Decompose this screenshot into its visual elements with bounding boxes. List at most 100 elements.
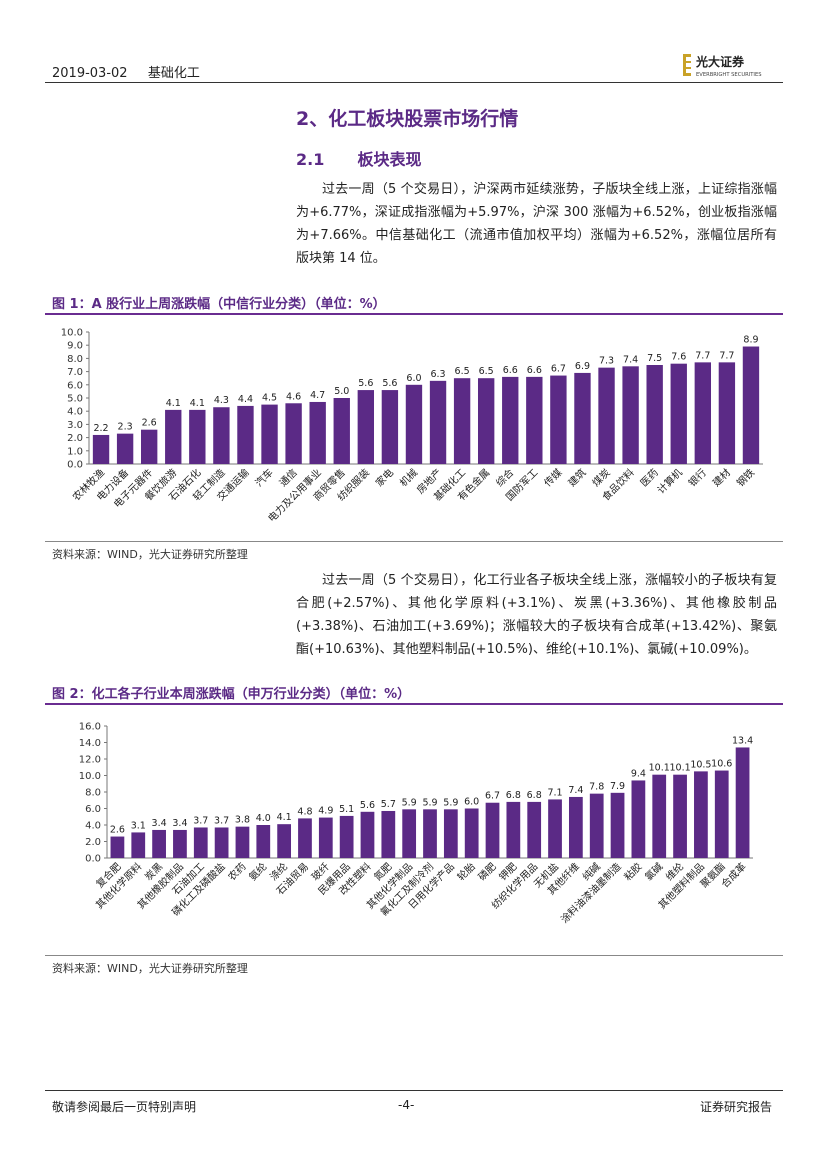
bar-value-label: 6.3 [430, 369, 445, 380]
bar-value-label: 2.6 [142, 418, 157, 429]
logo-text: 光大证券 [695, 54, 745, 69]
bar-27 [652, 775, 666, 858]
bar-14 [406, 385, 422, 464]
bar-value-label: 4.1 [277, 812, 292, 823]
bar-value-label: 5.6 [358, 378, 373, 389]
bar-value-label: 6.7 [551, 364, 566, 375]
company-logo: 光大证券 EVERBRIGHT SECURITIES [683, 51, 783, 79]
bar-29 [694, 771, 708, 858]
bar-value-label: 5.6 [360, 800, 375, 811]
logo-subtext: EVERBRIGHT SECURITIES [696, 72, 762, 78]
bar-17 [478, 378, 494, 464]
category-label: 汽车 [252, 466, 275, 489]
category-label: 建筑 [565, 466, 588, 489]
y-tick-label: 6.0 [85, 804, 101, 815]
bar-18 [465, 809, 479, 859]
figure1-bar-chart: 0.01.02.03.04.05.06.07.08.09.010.02.2农林牧… [45, 318, 783, 540]
y-tick-label: 5.0 [67, 394, 83, 405]
figure1-bottom-rule [45, 541, 783, 542]
bar-4 [173, 830, 187, 858]
figure2-title: 图 2：化工各子行业本周涨跌幅（申万行业分类）（单位：%） [52, 683, 410, 702]
subsection-title: 2.1 板块表现 [296, 146, 422, 170]
bar-value-label: 2.6 [110, 825, 125, 836]
subsection-number: 2.1 [296, 150, 324, 169]
category-label: 氨纶 [246, 860, 269, 883]
bar-value-label: 7.1 [547, 787, 562, 798]
y-tick-label: 2.0 [85, 837, 101, 848]
bar-17 [444, 809, 458, 858]
bar-value-label: 4.1 [166, 398, 181, 409]
y-tick-label: 2.0 [67, 433, 83, 444]
bar-7 [237, 406, 253, 464]
figure2-bottom-rule [45, 955, 783, 956]
bar-value-label: 4.3 [214, 395, 229, 406]
bar-12 [340, 816, 354, 858]
figure1-source: 资料来源：WIND，光大证券研究所整理 [52, 546, 248, 562]
footer-disclaimer: 敬请参阅最后一页特别声明 [52, 1098, 196, 1115]
bar-value-label: 6.8 [506, 790, 521, 801]
bar-11 [319, 818, 333, 858]
bar-value-label: 7.6 [671, 352, 686, 363]
bar-30 [715, 771, 729, 858]
bar-value-label: 6.7 [485, 791, 500, 802]
figure1-title: 图 1：A 股行业上周涨跌幅（中信行业分类）（单位：%） [52, 293, 386, 312]
bar-14 [381, 811, 395, 858]
category-label: 计算机 [654, 466, 684, 496]
bar-23 [622, 366, 638, 464]
bar-value-label: 6.0 [464, 797, 479, 808]
bar-value-label: 13.4 [732, 735, 753, 746]
figure1-top-rule [45, 313, 783, 315]
bar-11 [334, 398, 350, 464]
category-label: 氯碱 [642, 860, 665, 883]
header-sector: 基础化工 [148, 66, 200, 81]
bar-4 [165, 410, 181, 464]
bar-value-label: 7.4 [568, 785, 583, 796]
bar-25 [671, 364, 687, 464]
header-date-sector: 2019-03-02 基础化工 [52, 62, 200, 81]
bar-value-label: 7.3 [599, 356, 614, 367]
bar-value-label: 3.1 [131, 820, 146, 831]
bar-value-label: 5.6 [382, 378, 397, 389]
bar-value-label: 4.9 [318, 806, 333, 817]
bar-28 [673, 775, 687, 858]
bar-24 [646, 365, 662, 464]
bar-26 [695, 362, 711, 464]
bar-value-label: 5.9 [402, 797, 417, 808]
bar-13 [361, 812, 375, 858]
bar-value-label: 7.7 [719, 350, 734, 361]
bar-value-label: 7.5 [647, 353, 662, 364]
bar-5 [194, 827, 208, 858]
bar-6 [215, 827, 229, 858]
bar-2 [117, 434, 133, 464]
bar-value-label: 4.5 [262, 393, 277, 404]
category-label: 银行 [686, 466, 709, 489]
bar-15 [430, 381, 446, 464]
bar-value-label: 9.4 [631, 768, 646, 779]
bar-value-label: 7.4 [623, 354, 638, 365]
bar-23 [569, 797, 583, 858]
y-tick-label: 16.0 [79, 722, 101, 733]
bar-3 [152, 830, 166, 858]
category-label: 钢铁 [734, 466, 757, 489]
bar-8 [261, 405, 277, 464]
bar-value-label: 10.5 [690, 759, 711, 770]
bar-value-label: 7.7 [695, 350, 710, 361]
y-tick-label: 4.0 [85, 821, 101, 832]
bar-22 [548, 799, 562, 858]
figure2-bar-chart: 0.02.04.06.08.010.012.014.016.02.6复合肥3.1… [45, 708, 783, 954]
bar-value-label: 4.7 [310, 390, 325, 401]
bar-value-label: 3.8 [235, 815, 250, 826]
section-title: 2、化工板块股票市场行情 [296, 104, 518, 131]
bar-value-label: 3.4 [172, 818, 187, 829]
bar-value-label: 3.4 [152, 818, 167, 829]
bar-8 [256, 825, 270, 858]
bar-5 [189, 410, 205, 464]
bar-1 [111, 837, 125, 858]
bar-19 [526, 377, 542, 464]
bar-value-label: 6.0 [406, 373, 421, 384]
bar-value-label: 3.7 [193, 815, 208, 826]
y-tick-label: 4.0 [67, 407, 83, 418]
bar-value-label: 10.1 [669, 763, 690, 774]
figure2-top-rule [45, 703, 783, 705]
bar-value-label: 5.9 [443, 797, 458, 808]
